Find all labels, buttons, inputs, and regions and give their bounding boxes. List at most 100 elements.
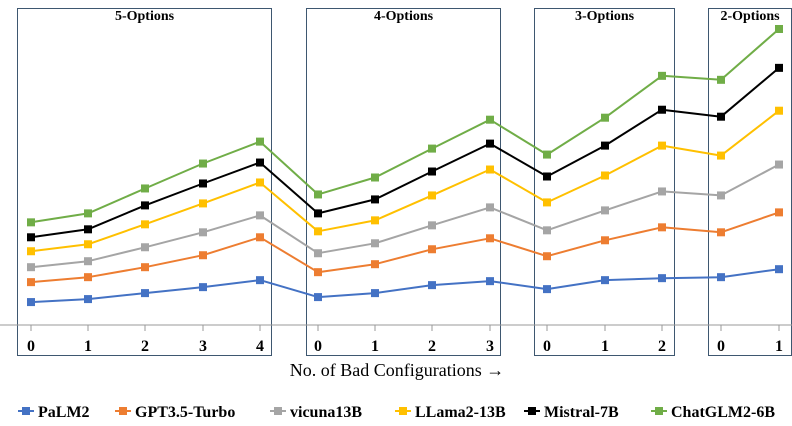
x-tick-label: 0	[27, 338, 35, 355]
legend-marker	[22, 407, 30, 415]
data-point	[543, 198, 551, 207]
data-point	[84, 209, 92, 218]
legend-marker	[119, 407, 127, 415]
data-point	[199, 199, 207, 208]
x-tick-label: 1	[775, 338, 783, 355]
series-line	[30, 268, 780, 304]
data-point	[141, 289, 149, 298]
data-point	[543, 285, 551, 294]
x-tick-label: 3	[486, 338, 494, 355]
data-point	[775, 160, 783, 169]
data-point	[84, 273, 92, 282]
data-point	[314, 293, 322, 302]
x-tick-label: 1	[371, 338, 379, 355]
legend-marker	[528, 407, 536, 415]
series-line	[30, 67, 780, 239]
x-axis-title-group: No. of Bad Configurations →	[290, 360, 504, 380]
series-line	[30, 109, 780, 253]
group-title: 4-Options	[374, 9, 434, 24]
data-point	[199, 251, 207, 260]
group-boxes: 5-Options 4-Options 3-Options 2-Options	[17, 8, 792, 356]
data-point	[486, 115, 494, 124]
data-point	[717, 75, 725, 84]
x-tick-label: 1	[601, 338, 609, 355]
x-tick-label: 0	[314, 338, 322, 355]
data-point	[486, 139, 494, 148]
data-point	[371, 239, 379, 248]
data-point	[717, 228, 725, 237]
data-point	[658, 187, 666, 196]
series-line	[30, 163, 780, 269]
data-point	[601, 141, 609, 150]
data-point	[84, 295, 92, 304]
data-point	[27, 247, 35, 256]
data-point	[428, 221, 436, 230]
data-point	[601, 276, 609, 285]
data-point	[27, 263, 35, 272]
data-point	[84, 257, 92, 266]
data-point	[141, 263, 149, 272]
data-point	[371, 289, 379, 298]
data-point	[141, 243, 149, 252]
data-point	[199, 159, 207, 168]
legend-marker	[655, 407, 663, 415]
x-tick-label: 3	[199, 338, 207, 355]
data-point	[428, 167, 436, 176]
data-point	[199, 228, 207, 237]
x-tick-label: 1	[84, 338, 92, 355]
x-tick-label: 0	[717, 338, 725, 355]
data-point	[601, 171, 609, 180]
data-point	[256, 233, 264, 242]
data-point	[141, 201, 149, 210]
data-point	[717, 151, 725, 160]
legend-marker	[274, 407, 282, 415]
data-point	[371, 216, 379, 225]
data-point	[27, 218, 35, 227]
series-line	[30, 28, 780, 224]
legend-label: Mistral-7B	[544, 404, 619, 421]
data-point	[658, 274, 666, 283]
x-axis: 0 1 2 3 4 0 1 2 3 0 1 2 0 1	[0, 324, 792, 355]
data-point	[314, 268, 322, 277]
data-point	[486, 277, 494, 286]
data-point	[775, 63, 783, 72]
data-point	[314, 227, 322, 236]
data-point	[27, 278, 35, 287]
x-tick-label: 2	[658, 338, 666, 355]
data-point	[141, 184, 149, 193]
data-point	[256, 211, 264, 220]
data-point	[486, 165, 494, 174]
data-point	[84, 240, 92, 249]
data-point	[84, 225, 92, 234]
data-point	[775, 265, 783, 274]
data-point	[486, 234, 494, 243]
x-tick-label: 4	[256, 338, 264, 355]
group-title: 3-Options	[575, 9, 635, 24]
legend-marker	[399, 407, 407, 415]
data-point	[371, 195, 379, 204]
legend-label: LLama2-13B	[415, 404, 506, 421]
legend-label: vicuna13B	[290, 404, 362, 421]
data-point	[601, 113, 609, 122]
group-box	[534, 8, 675, 356]
data-point	[256, 276, 264, 285]
data-point	[256, 158, 264, 167]
data-point	[658, 105, 666, 114]
data-point	[543, 252, 551, 261]
data-point	[717, 191, 725, 200]
data-point	[658, 71, 666, 80]
data-point	[775, 24, 783, 33]
data-point	[543, 172, 551, 181]
data-point	[601, 236, 609, 245]
data-point	[486, 203, 494, 212]
data-point	[775, 208, 783, 217]
data-point	[371, 173, 379, 182]
data-point	[314, 249, 322, 258]
data-point	[256, 137, 264, 146]
data-point	[428, 191, 436, 200]
data-point	[717, 273, 725, 282]
group-box	[17, 8, 272, 356]
data-point	[543, 150, 551, 159]
legend-label: PaLM2	[38, 404, 90, 421]
